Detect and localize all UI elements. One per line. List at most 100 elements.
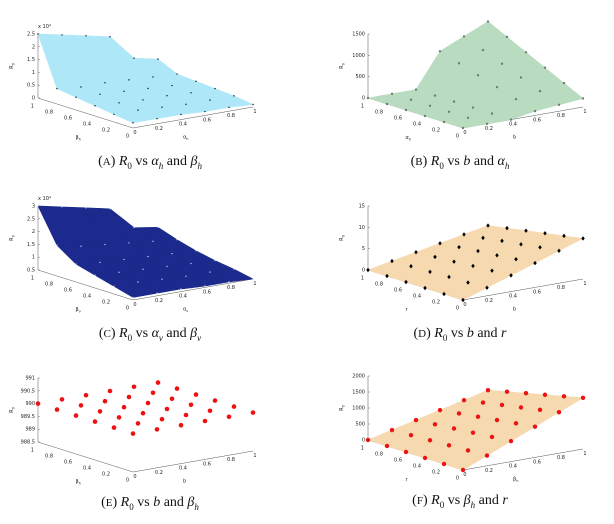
data-point	[104, 82, 106, 84]
caption-var2-sub: h	[197, 160, 202, 171]
data-point	[543, 231, 547, 236]
data-point	[461, 126, 465, 130]
subfigure-f: 0 500 1000 1500 2000 0 0.2 0.4 0.6 0.8 1 0 0.2 0.4 0.6…	[310, 362, 610, 522]
x-axis	[462, 278, 584, 301]
markers	[35, 380, 256, 436]
data-point	[147, 255, 149, 258]
z-tick-label: 2.5	[27, 32, 35, 38]
data-point	[466, 116, 470, 120]
y-axis	[37, 97, 134, 129]
x-tick-label: 0.2	[485, 298, 493, 304]
y-axis-label: r	[406, 307, 409, 313]
data-point	[123, 90, 125, 93]
data-point	[403, 449, 409, 455]
z-tick-label: 500	[355, 422, 365, 428]
y-tick-label: 0.6	[64, 116, 72, 122]
subfigure-c: 0.5 1 1.5 2 2.5 3 0 0.2 0.4 0.6 0.8 1 0 0.2 0.4 0.6 0.8 1…	[0, 192, 300, 352]
y-tick-label: 0.4	[413, 294, 421, 300]
data-point	[180, 288, 182, 290]
data-point	[508, 438, 514, 444]
data-point	[533, 109, 537, 113]
x-tick-label: 0	[463, 130, 466, 136]
data-point	[171, 252, 173, 255]
data-point	[462, 232, 466, 237]
data-point	[543, 66, 547, 69]
markers	[37, 33, 254, 124]
y-tick-label: 1	[361, 104, 364, 110]
x-tick-label: 0.2	[155, 298, 163, 304]
z-tick-label: 0	[362, 268, 365, 274]
caption-lhs: R	[118, 154, 128, 169]
data-point	[109, 36, 111, 38]
data-point	[113, 113, 115, 116]
caption-var1: α	[151, 326, 159, 341]
data-point	[471, 106, 475, 109]
data-point	[75, 96, 77, 98]
data-point	[486, 20, 490, 23]
markers	[366, 223, 585, 303]
data-point	[207, 408, 213, 414]
surface	[37, 205, 255, 298]
data-point	[513, 421, 519, 426]
data-point	[500, 62, 504, 65]
x-tick-label: 1	[583, 281, 586, 287]
data-point	[142, 268, 144, 271]
caption-letter: D	[418, 328, 427, 340]
data-point	[476, 74, 480, 77]
data-point	[75, 263, 77, 265]
data-point	[92, 419, 98, 424]
data-point	[169, 396, 175, 402]
x-tick-label: 0.6	[203, 461, 211, 467]
data-point	[54, 407, 60, 412]
y-axis-label: αh	[406, 135, 412, 142]
x-tick-label: 0	[133, 130, 136, 136]
subfigure-caption: (E) R0 vs b and βh	[101, 495, 199, 512]
caption-letter: E	[105, 497, 113, 509]
data-point	[447, 274, 451, 280]
x-axis	[132, 278, 254, 301]
y-tick-label: 1	[361, 276, 364, 282]
x-tick-label: 0.8	[557, 285, 565, 291]
data-point	[174, 386, 180, 391]
data-point	[80, 86, 82, 88]
data-point	[523, 391, 529, 396]
x-tick-label: 0.4	[509, 122, 517, 128]
subfigure-caption: (C) R0 vs αv and βv	[98, 326, 202, 343]
data-point	[384, 443, 390, 449]
surface-plot: 0 0.5 1 1.5 2 2.5 0 0.2 0.4 0.6 0.8 1 0 0.2 0.4 0.6 0.8 1…	[9, 24, 257, 142]
subfigure-caption: (B) R0 vs b and αh	[410, 154, 510, 171]
data-point	[150, 390, 156, 396]
data-point	[581, 236, 585, 241]
data-point	[409, 264, 413, 269]
data-point	[438, 50, 442, 53]
data-point	[155, 380, 161, 385]
z-tick-label: 2000	[352, 374, 365, 380]
data-point	[147, 87, 149, 90]
x-tick-label: 0.6	[203, 117, 211, 123]
caption-vs: vs	[447, 493, 461, 508]
data-point	[37, 33, 39, 35]
z-tick-label: 1.5	[27, 242, 35, 248]
surface	[367, 21, 584, 129]
caption-vs: vs	[447, 154, 460, 169]
data-point	[56, 244, 58, 246]
y-tick-label: 0.6	[64, 288, 72, 294]
x-axis-label: αv	[183, 307, 188, 314]
data-point	[490, 112, 494, 115]
data-point	[61, 34, 63, 36]
surface	[367, 389, 584, 471]
data-point	[164, 406, 170, 412]
caption-var1-sub: h	[158, 160, 164, 171]
data-point	[456, 411, 462, 416]
caption-letter: C	[103, 328, 111, 340]
z-tick-label: 991	[25, 376, 35, 382]
data-point	[176, 73, 178, 75]
data-point	[538, 89, 542, 93]
data-point	[56, 87, 58, 90]
x-tick-label: 0.4	[509, 464, 517, 470]
data-point	[428, 269, 432, 275]
x-tick-label: 1	[583, 451, 586, 457]
data-point	[514, 257, 518, 262]
data-point	[190, 262, 192, 265]
